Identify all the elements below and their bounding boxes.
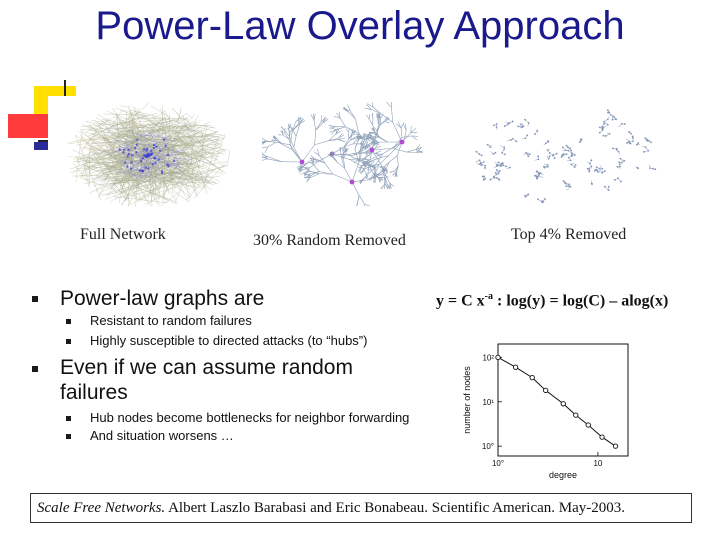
formula-lhs: y = C x: [436, 292, 485, 310]
degree-distribution-chart: 10² 10¹ 10° 10° 10 degree number of nodes: [462, 343, 629, 480]
data-point: [599, 434, 605, 440]
y-tick-label: 10¹: [482, 398, 494, 407]
sub-bullet-marker: [66, 416, 71, 421]
caption-random-removed: 30% Random Removed: [253, 232, 406, 249]
data-point: [573, 412, 579, 418]
citation-authors: Albert Laszlo Barabasi and Eric Bonabeau…: [165, 500, 626, 516]
citation-box: Scale Free Networks. Albert Laszlo Barab…: [30, 493, 692, 523]
chart-frame: [497, 343, 629, 457]
decor-blue-bar: [34, 142, 54, 150]
top-removed-network-image: [475, 109, 657, 204]
data-point: [560, 401, 566, 407]
caption-full-network: Full Network: [80, 226, 166, 243]
x-axis-label: degree: [549, 470, 577, 480]
random-removed-network-image: [262, 102, 423, 206]
sub-bullet-marker: [66, 434, 71, 439]
bullet-marker: [32, 366, 38, 372]
data-point: [612, 443, 619, 449]
x-tick-label: 10°: [492, 459, 504, 468]
caption-top-removed: Top 4% Removed: [511, 226, 627, 243]
sub-bullet-hub-bottlenecks: Hub nodes become bottlenecks for neighbo…: [90, 410, 410, 425]
y-tick-label: 10°: [482, 442, 494, 451]
bullet-random-failures: Even if we can assume random failures: [60, 356, 353, 404]
y-axis-label: number of nodes: [462, 366, 472, 434]
bullet-power-law-graphs: Power-law graphs are: [60, 287, 265, 310]
x-tick-label: 10: [593, 459, 602, 468]
power-law-formula: y = C x-a : log(y) = log(C) – alog(x): [436, 291, 668, 310]
full-network-image: [48, 96, 248, 214]
data-point: [512, 364, 519, 370]
data-point: [585, 422, 591, 428]
sub-bullet-marker: [66, 339, 71, 344]
bullet-marker: [32, 296, 38, 302]
y-tick-label: 10²: [482, 353, 494, 362]
series-line: [497, 356, 616, 447]
data-point: [495, 354, 501, 361]
sub-bullet-worsens: And situation worsens …: [90, 428, 234, 443]
data-point: [529, 374, 535, 381]
citation-title: Scale Free Networks.: [37, 500, 166, 516]
formula-exponent: -a: [484, 291, 494, 302]
data-point: [543, 387, 549, 394]
slide-title: Power-Law Overlay Approach: [95, 4, 625, 48]
sub-bullet-susceptible: Highly susceptible to directed attacks (…: [90, 333, 368, 348]
sub-bullet-marker: [66, 319, 71, 324]
formula-rhs: : log(y) = log(C) – alog(x): [493, 292, 669, 310]
sub-bullet-resistant: Resistant to random failures: [90, 313, 252, 328]
